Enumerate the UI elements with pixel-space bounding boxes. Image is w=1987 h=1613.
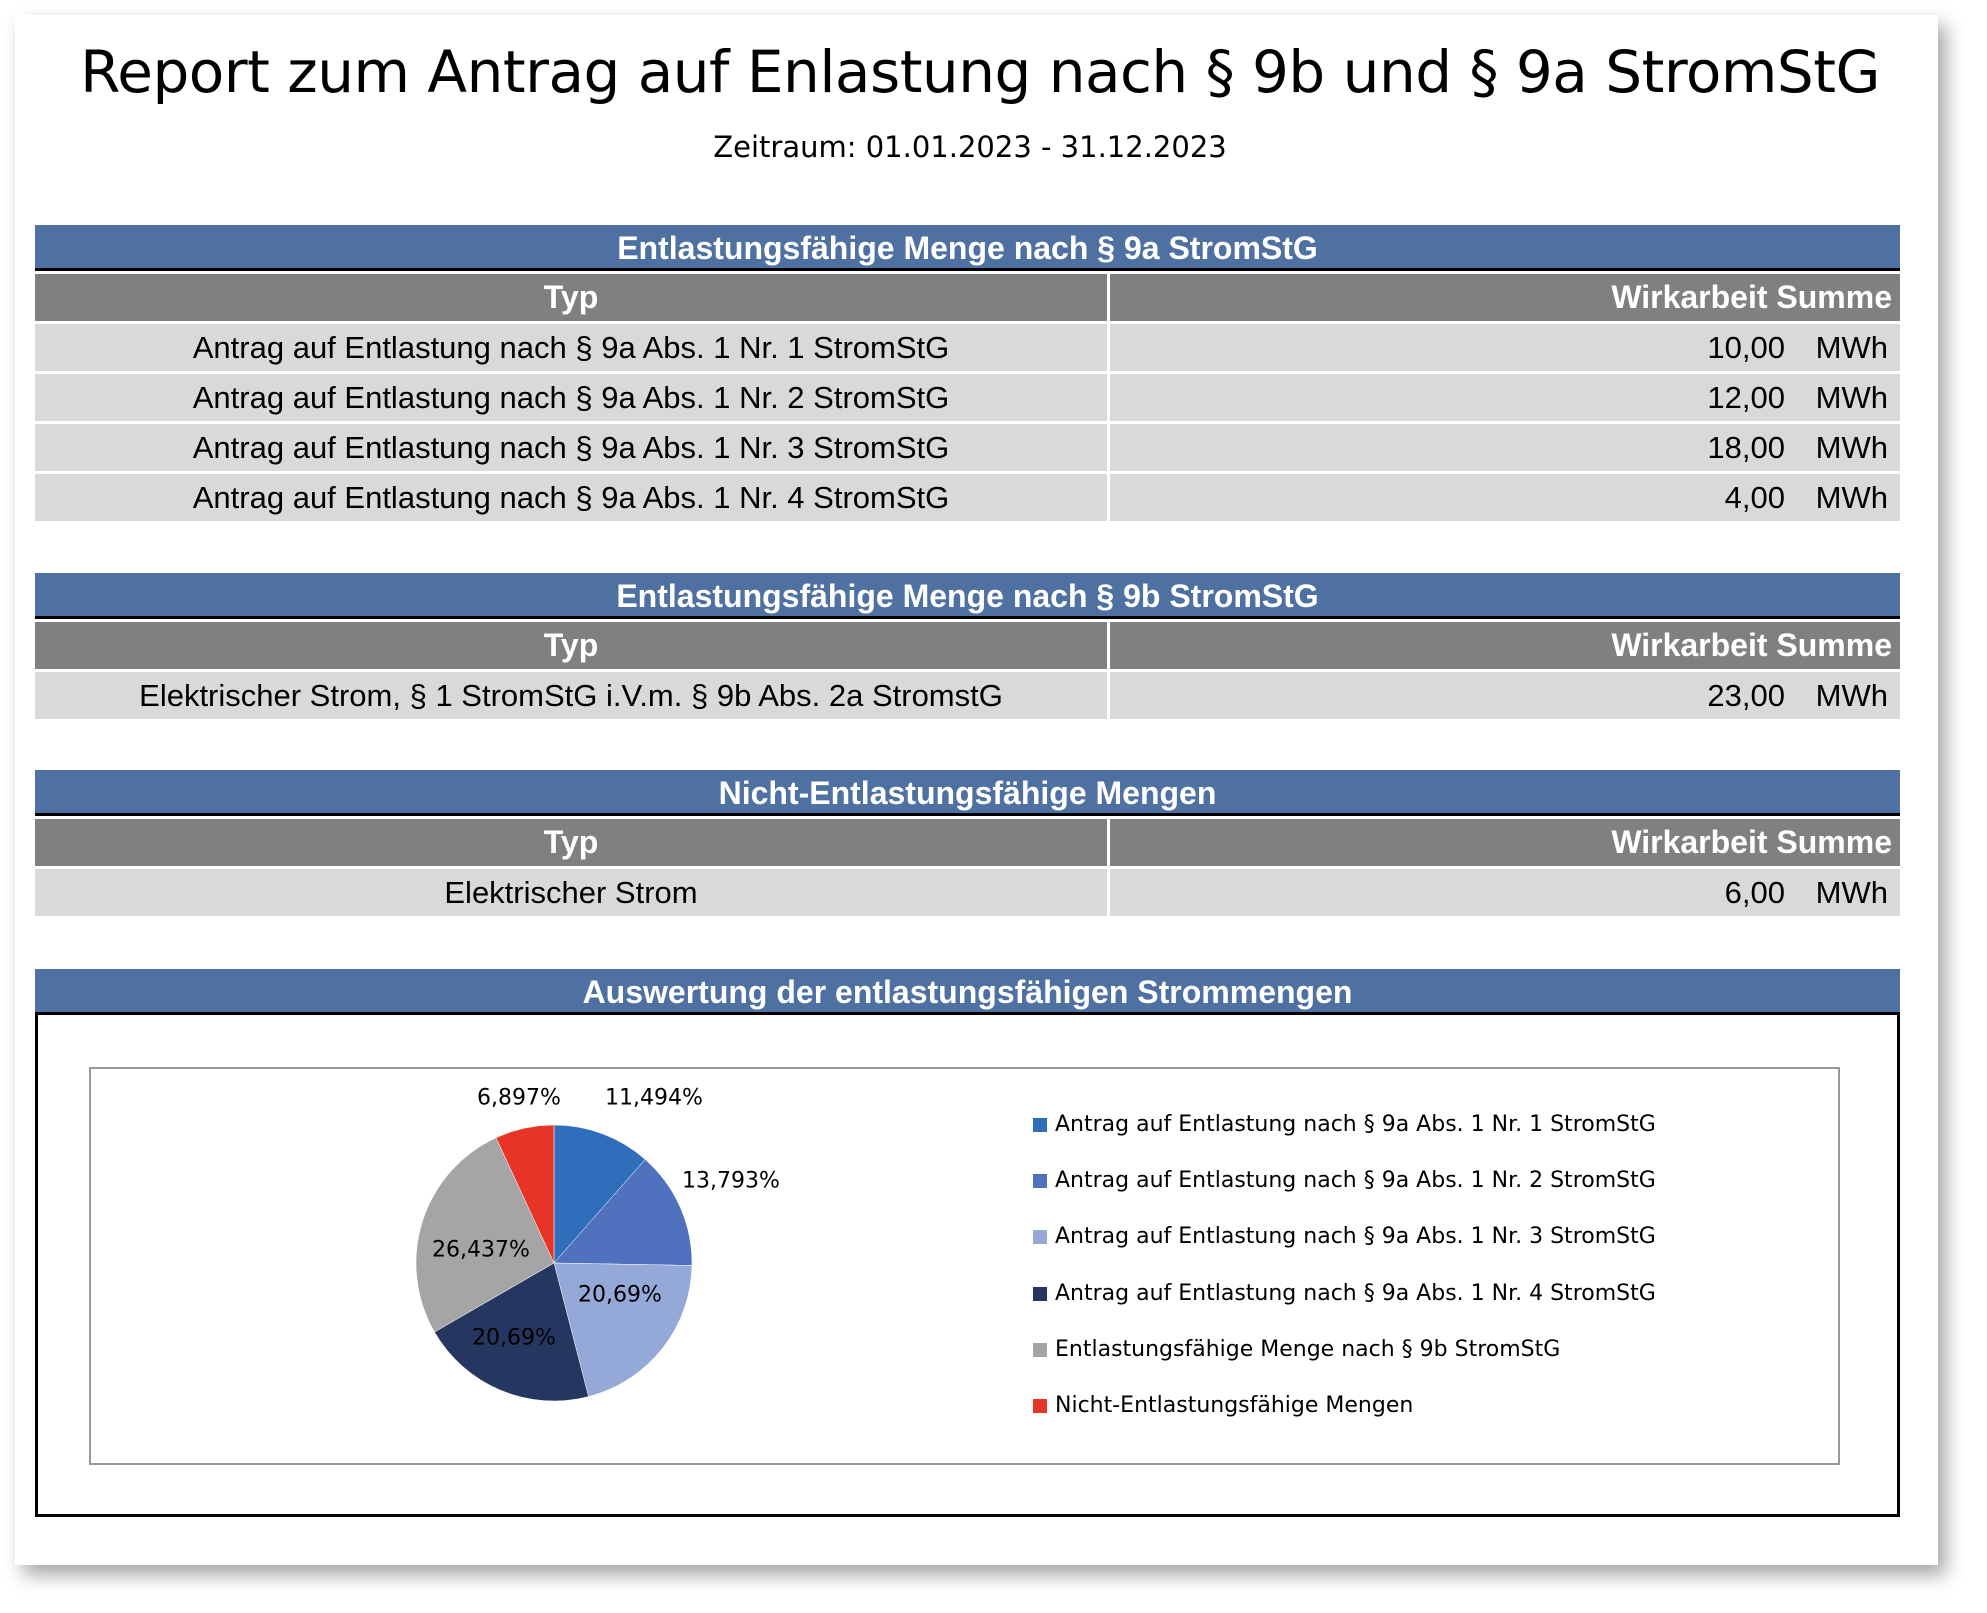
- table-row: Antrag auf Entlastung nach § 9a Abs. 1 N…: [35, 424, 1900, 471]
- legend-label: Entlastungsfähige Menge nach § 9b StromS…: [1055, 1336, 1561, 1362]
- column-header-sum: Wirkarbeit Summe: [1110, 819, 1900, 866]
- column-header-type: Typ: [35, 274, 1107, 321]
- row-value: 12,00: [1707, 380, 1785, 415]
- pie-slice: [415, 1137, 555, 1333]
- legend-item: Antrag auf Entlastung nach § 9a Abs. 1 N…: [1033, 1222, 1656, 1252]
- legend-item: Antrag auf Entlastung nach § 9a Abs. 1 N…: [1033, 1279, 1656, 1309]
- pie-data-label: 26,437%: [432, 1237, 530, 1263]
- table-header: Typ Wirkarbeit Summe: [35, 622, 1900, 669]
- column-header-sum: Wirkarbeit Summe: [1110, 622, 1900, 669]
- table-row: Elektrischer Strom 6,00 MWh: [35, 869, 1900, 916]
- chart-area: [89, 1067, 1840, 1465]
- legend-item: Entlastungsfähige Menge nach § 9b StromS…: [1033, 1335, 1560, 1365]
- row-unit: MWh: [1815, 380, 1888, 415]
- table-header: Typ Wirkarbeit Summe: [35, 819, 1900, 866]
- legend-swatch: [1033, 1342, 1047, 1357]
- row-sum-cell: 10,00 MWh: [1110, 324, 1900, 371]
- row-type: Antrag auf Entlastung nach § 9a Abs. 1 N…: [35, 424, 1107, 471]
- row-unit: MWh: [1815, 875, 1888, 910]
- legend-label: Antrag auf Entlastung nach § 9a Abs. 1 N…: [1055, 1168, 1656, 1194]
- row-unit: MWh: [1815, 480, 1888, 515]
- row-value: 4,00: [1724, 480, 1785, 515]
- table-row: Antrag auf Entlastung nach § 9a Abs. 1 N…: [35, 374, 1900, 421]
- row-sum-cell: 23,00 MWh: [1110, 672, 1900, 719]
- row-type: Antrag auf Entlastung nach § 9a Abs. 1 N…: [35, 374, 1107, 421]
- row-unit: MWh: [1815, 678, 1888, 713]
- legend-swatch: [1033, 1230, 1047, 1245]
- row-value: 23,00: [1707, 678, 1785, 713]
- pie-data-label: 13,793%: [682, 1168, 780, 1194]
- table-title: Nicht-Entlastungsfähige Mengen: [35, 770, 1900, 816]
- column-header-type: Typ: [35, 819, 1107, 866]
- row-sum-cell: 6,00 MWh: [1110, 869, 1900, 916]
- table-header: Typ Wirkarbeit Summe: [35, 274, 1900, 321]
- legend-label: Nicht-Entlastungsfähige Mengen: [1055, 1393, 1414, 1418]
- pie-data-label: 6,897%: [477, 1085, 561, 1111]
- table-title: Entlastungsfähige Menge nach § 9a StromS…: [35, 225, 1900, 271]
- report-period: Zeitraum: 01.01.2023 - 31.12.2023: [713, 130, 1227, 164]
- legend-item: Nicht-Entlastungsfähige Mengen: [1033, 1391, 1413, 1421]
- pie-data-label: 20,69%: [472, 1325, 556, 1351]
- chart-section: [35, 1015, 1900, 1517]
- legend-label: Antrag auf Entlastung nach § 9a Abs. 1 N…: [1055, 1112, 1656, 1137]
- pie-data-label: 20,69%: [578, 1282, 662, 1308]
- row-sum-cell: 4,00 MWh: [1110, 474, 1900, 521]
- row-type: Elektrischer Strom: [35, 869, 1107, 916]
- chart-section-title: Auswertung der entlastungsfähigen Stromm…: [35, 969, 1900, 1015]
- legend-item: Antrag auf Entlastung nach § 9a Abs. 1 N…: [1033, 1110, 1656, 1140]
- row-value: 18,00: [1707, 430, 1785, 465]
- legend-swatch: [1033, 1174, 1047, 1189]
- legend-item: Antrag auf Entlastung nach § 9a Abs. 1 N…: [1033, 1166, 1656, 1196]
- legend-label: Antrag auf Entlastung nach § 9a Abs. 1 N…: [1055, 1224, 1656, 1250]
- table-row: Antrag auf Entlastung nach § 9a Abs. 1 N…: [35, 474, 1900, 521]
- row-unit: MWh: [1815, 330, 1888, 365]
- pie-data-label: 11,494%: [605, 1085, 703, 1111]
- table-title: Entlastungsfähige Menge nach § 9b StromS…: [35, 573, 1900, 619]
- pie-slice: [553, 1124, 646, 1264]
- table-row: Antrag auf Entlastung nach § 9a Abs. 1 N…: [35, 324, 1900, 371]
- pie-slice: [553, 1159, 693, 1266]
- legend-label: Antrag auf Entlastung nach § 9a Abs. 1 N…: [1055, 1280, 1656, 1306]
- legend-swatch: [1033, 1118, 1047, 1132]
- pie-slice: [495, 1124, 555, 1264]
- row-value: 6,00: [1724, 875, 1785, 910]
- legend-swatch: [1033, 1399, 1047, 1413]
- row-value: 10,00: [1707, 330, 1785, 365]
- table-row: Elektrischer Strom, § 1 StromStG i.V.m. …: [35, 672, 1900, 719]
- column-header-type: Typ: [35, 622, 1107, 669]
- pie-slice: [553, 1262, 693, 1397]
- column-header-sum: Wirkarbeit Summe: [1110, 274, 1900, 321]
- legend-swatch: [1033, 1286, 1047, 1301]
- row-sum-cell: 12,00 MWh: [1110, 374, 1900, 421]
- row-type: Antrag auf Entlastung nach § 9a Abs. 1 N…: [35, 474, 1107, 521]
- report-title: Report zum Antrag auf Enlastung nach § 9…: [80, 38, 1880, 106]
- pie-slice: [434, 1262, 589, 1402]
- row-sum-cell: 18,00 MWh: [1110, 424, 1900, 471]
- row-unit: MWh: [1815, 430, 1888, 465]
- row-type: Elektrischer Strom, § 1 StromStG i.V.m. …: [35, 672, 1107, 719]
- row-type: Antrag auf Entlastung nach § 9a Abs. 1 N…: [35, 324, 1107, 371]
